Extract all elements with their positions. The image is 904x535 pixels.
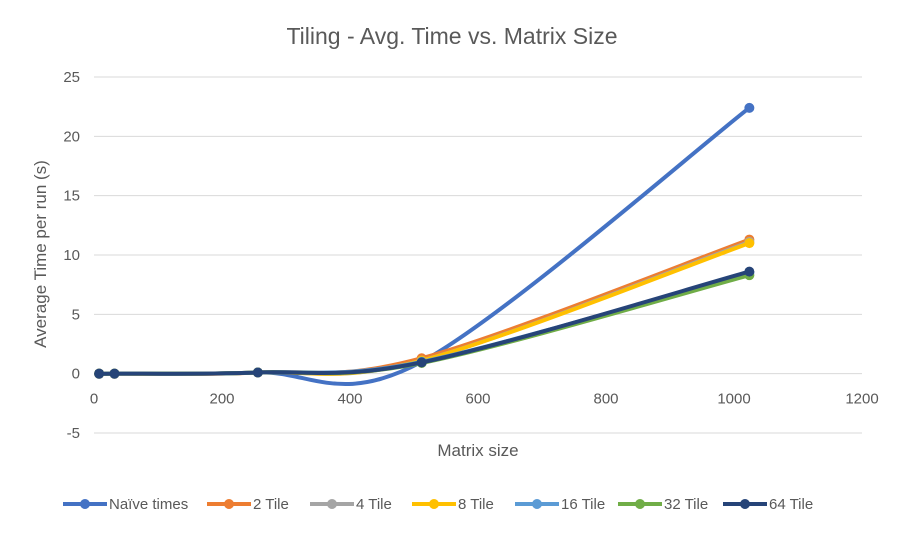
y-tick-label: 10 bbox=[63, 247, 80, 264]
y-tick-label: 20 bbox=[63, 128, 80, 145]
x-tick-labels: 0 200 400 600 800 1000 1200 bbox=[90, 391, 879, 408]
legend-label: 16 Tile bbox=[561, 496, 605, 513]
data-point bbox=[744, 266, 755, 277]
legend-label: 2 Tile bbox=[253, 496, 289, 513]
legend-swatch-marker bbox=[532, 499, 542, 509]
x-tick-label: 200 bbox=[209, 391, 234, 408]
legend-swatch-marker bbox=[80, 499, 90, 509]
x-tick-label: 1000 bbox=[717, 391, 750, 408]
series-na-ve-times bbox=[94, 102, 755, 386]
legend-swatch-marker bbox=[635, 499, 645, 509]
x-tick-label: 600 bbox=[465, 391, 490, 408]
y-tick-label: 5 bbox=[72, 306, 80, 323]
legend-item: 8 Tile bbox=[412, 496, 494, 513]
legend-item: 4 Tile bbox=[310, 496, 392, 513]
legend-label: 32 Tile bbox=[664, 496, 708, 513]
legend-label: Naïve times bbox=[109, 496, 188, 513]
x-tick-label: 800 bbox=[593, 391, 618, 408]
legend-item: 32 Tile bbox=[618, 496, 708, 513]
y-tick-label: -5 bbox=[67, 425, 80, 442]
data-point bbox=[744, 102, 755, 113]
legend-item: 16 Tile bbox=[515, 496, 605, 513]
legend: Naïve times 2 Tile 4 Tile 8 Tile 16 Tile 32 T… bbox=[63, 496, 813, 513]
y-tick-labels: -5 0 5 10 15 20 25 bbox=[63, 69, 80, 442]
x-tick-label: 0 bbox=[90, 391, 98, 408]
chart-title: Tiling - Avg. Time vs. Matrix Size bbox=[286, 23, 617, 49]
y-tick-label: 15 bbox=[63, 188, 80, 205]
legend-item: Naïve times bbox=[63, 496, 188, 513]
series-lines bbox=[94, 102, 755, 386]
y-tick-label: 25 bbox=[63, 69, 80, 86]
gridlines bbox=[94, 76, 862, 434]
series-line bbox=[95, 105, 752, 386]
data-point bbox=[94, 368, 105, 379]
data-point bbox=[252, 367, 263, 378]
legend-item: 2 Tile bbox=[207, 496, 289, 513]
legend-swatch-marker bbox=[327, 499, 337, 509]
legend-label: 4 Tile bbox=[356, 496, 392, 513]
x-tick-label: 400 bbox=[337, 391, 362, 408]
legend-label: 64 Tile bbox=[769, 496, 813, 513]
series-64-tile bbox=[94, 266, 755, 379]
legend-swatch-marker bbox=[224, 499, 234, 509]
data-point bbox=[109, 368, 120, 379]
y-tick-label: 0 bbox=[72, 366, 80, 383]
legend-swatch-marker bbox=[740, 499, 750, 509]
data-point bbox=[744, 238, 755, 249]
x-tick-label: 1200 bbox=[845, 391, 878, 408]
legend-swatch-marker bbox=[429, 499, 439, 509]
legend-label: 8 Tile bbox=[458, 496, 494, 513]
data-point bbox=[416, 357, 427, 368]
legend-item: 64 Tile bbox=[723, 496, 813, 513]
y-axis-label: Average Time per run (s) bbox=[31, 160, 50, 348]
x-axis-label: Matrix size bbox=[437, 441, 518, 460]
